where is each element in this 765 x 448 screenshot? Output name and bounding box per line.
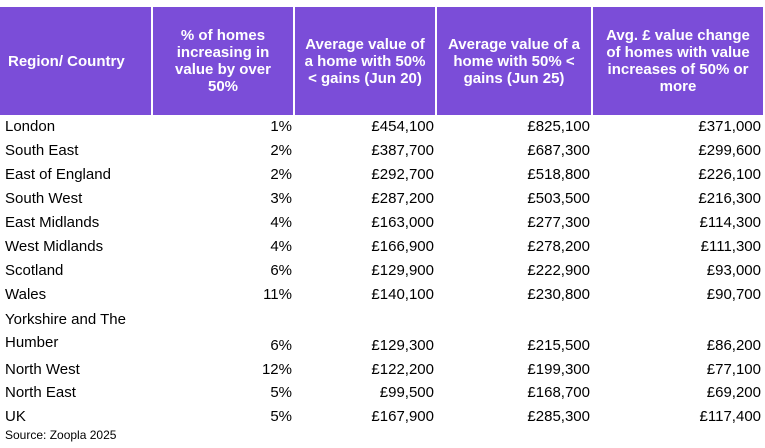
table-row: Yorkshire and The Humber 6% £129,300 £215,5… xyxy=(0,306,763,357)
cell-jun25: £285,300 xyxy=(527,408,590,426)
cell-pct: 2% xyxy=(270,166,292,184)
cell-pct: 12% xyxy=(261,360,292,378)
cell-jun25: £278,200 xyxy=(527,237,590,255)
cell-jun25: £168,700 xyxy=(527,384,590,402)
cell-jun20: £287,200 xyxy=(371,190,434,208)
cell-region: North West xyxy=(5,360,80,378)
table-row: London 1% £454,100 £825,100 £371,000 xyxy=(0,115,763,139)
cell-pct: 3% xyxy=(270,190,292,208)
cell-change: £114,300 xyxy=(699,214,761,231)
cell-jun25: £503,500 xyxy=(527,190,590,208)
cell-change: £371,000 xyxy=(698,118,761,136)
table-row: East of England 2% £292,700 £518,800 £226,10… xyxy=(0,163,763,187)
cell-jun20: £122,200 xyxy=(371,360,434,378)
cell-region: East Midlands xyxy=(5,214,100,231)
cell-region: West Midlands xyxy=(5,237,104,255)
cell-pct: 2% xyxy=(270,142,292,160)
header-row: Region/ Country % of homes increasing in… xyxy=(0,7,763,115)
table-row: Scotland 6% £129,900 £222,900 £93,000 xyxy=(0,258,763,282)
cell-region: Wales xyxy=(5,285,47,303)
cell-jun20: £140,100 xyxy=(371,285,434,303)
cell-change: £299,600 xyxy=(698,142,761,160)
cell-region: South East xyxy=(5,142,79,160)
cell-change: £77,100 xyxy=(706,360,761,378)
cell-change: £86,200 xyxy=(706,337,761,355)
cell-region: London xyxy=(5,118,56,136)
cell-region: Yorkshire and The Humber xyxy=(5,311,126,352)
cropped-title-strip xyxy=(0,0,765,7)
table-row: South East 2% £387,700 £687,300 £299,600 xyxy=(0,139,763,163)
cell-pct: 5% xyxy=(270,384,292,402)
cell-jun20: £387,700 xyxy=(371,142,434,160)
table-row: North East 5% £99,500 £168,700 £69,200 xyxy=(0,381,763,405)
header-avg-change: Avg. £ value change of homes with value … xyxy=(591,7,763,115)
cell-pct: 11% xyxy=(263,285,292,303)
cell-jun25: £687,300 xyxy=(527,142,590,160)
cell-pct: 6% xyxy=(270,261,292,279)
cell-pct: 1% xyxy=(270,118,292,136)
cell-change: £69,200 xyxy=(706,384,761,402)
cell-jun25: £230,800 xyxy=(527,285,590,303)
cell-jun25: £222,900 xyxy=(527,261,590,279)
table-row: South West 3% £287,200 £503,500 £216,300 xyxy=(0,187,763,211)
header-avg-value-jun20: Average value of a home with 50%< gains … xyxy=(293,7,436,115)
table-row: West Midlands 4% £166,900 £278,200 £111,300 xyxy=(0,234,763,258)
cell-jun25: £199,300 xyxy=(527,360,590,378)
cell-pct: 6% xyxy=(270,337,292,355)
cell-region: North East xyxy=(5,384,76,402)
cell-jun20: £166,900 xyxy=(371,237,434,255)
cell-change: £117,400 xyxy=(699,408,761,426)
cell-pct: 4% xyxy=(270,237,292,255)
table-header: Region/ Country % of homes increasing in… xyxy=(0,7,763,115)
cell-jun20: £99,500 xyxy=(379,384,434,402)
cell-change: £93,000 xyxy=(706,261,761,279)
regional-home-value-table: Region/ Country % of homes increasing in… xyxy=(0,7,763,429)
cell-region: South West xyxy=(5,190,83,208)
cell-jun20: £163,000 xyxy=(371,214,434,231)
table-row: UK 5% £167,900 £285,300 £117,400 xyxy=(0,405,763,429)
cell-region: East of England xyxy=(5,166,111,184)
cell-jun25: £215,500 xyxy=(527,337,590,355)
table-body: London 1% £454,100 £825,100 £371,000 South Ea… xyxy=(0,115,763,429)
cell-jun20: £129,300 xyxy=(371,337,434,355)
cell-jun20: £167,900 xyxy=(371,408,434,426)
cell-jun25: £277,300 xyxy=(527,214,590,231)
cell-change: £111,300 xyxy=(700,237,761,255)
cell-pct: 4% xyxy=(270,214,292,231)
table-row: Wales 11% £140,100 £230,800 £90,700 xyxy=(0,282,763,306)
table-row: North West 12% £122,200 £199,300 £77,100 xyxy=(0,357,763,381)
table-row: East Midlands 4% £163,000 £277,300 £114,300 xyxy=(0,211,763,235)
header-region: Region/ Country xyxy=(0,7,152,115)
cell-jun20: £454,100 xyxy=(371,118,434,136)
source-note: Source: Zoopla 2025 xyxy=(5,428,117,442)
header-pct-over-50: % of homes increasing in value by over 5… xyxy=(151,7,294,115)
cell-jun25: £825,100 xyxy=(527,118,590,136)
cell-jun20: £129,900 xyxy=(371,261,434,279)
cell-region: Scotland xyxy=(5,261,64,279)
cell-change: £90,700 xyxy=(706,285,761,303)
cell-change: £216,300 xyxy=(698,190,761,208)
cell-jun20: £292,700 xyxy=(371,166,434,184)
header-avg-value-jun25: Average value of a home with 50% < gains… xyxy=(435,7,592,115)
cell-jun25: £518,800 xyxy=(527,166,590,184)
cell-change: £226,100 xyxy=(698,166,761,184)
cell-region: UK xyxy=(5,408,26,426)
cell-pct: 5% xyxy=(270,408,292,426)
